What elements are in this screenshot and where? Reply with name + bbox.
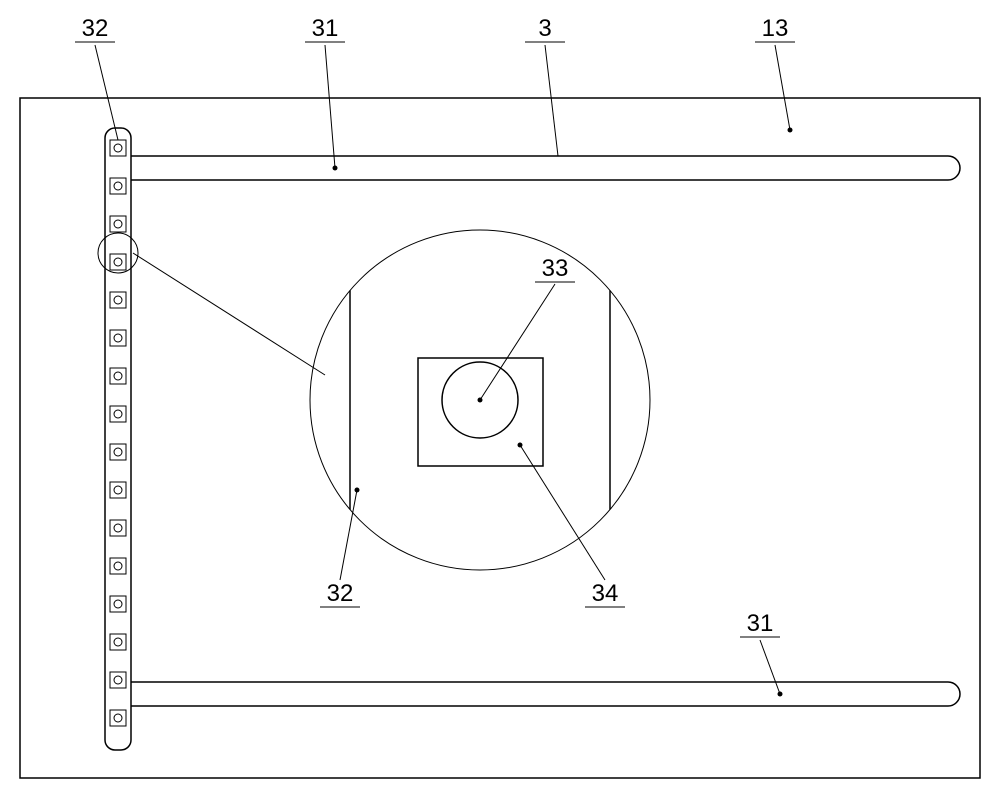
leader-dot (778, 692, 783, 697)
leader-dot (355, 488, 360, 493)
zoom-leader (133, 253, 325, 375)
label-text: 3 (538, 15, 551, 42)
label-text: 33 (542, 255, 569, 282)
leader-line (775, 45, 790, 130)
label-text: 34 (592, 580, 619, 607)
leader-line (760, 640, 780, 694)
leader-line (520, 445, 605, 580)
diagram-canvas: 32 31 3 13 33 32 34 31 (0, 0, 1000, 791)
leader-line (95, 45, 118, 140)
label-text: 13 (762, 15, 789, 42)
label-text: 32 (327, 580, 354, 607)
leader-dot (518, 443, 523, 448)
top-slot (115, 156, 960, 180)
leader-line (340, 490, 357, 580)
leader-dot (333, 166, 338, 171)
leader-dot (478, 398, 483, 403)
label-text: 31 (747, 610, 774, 637)
label-text: 31 (312, 15, 339, 42)
leader-line (545, 45, 558, 156)
leader-line (325, 45, 335, 168)
vertical-bar (105, 128, 131, 750)
bottom-slot (115, 682, 960, 706)
leader-dot (788, 128, 793, 133)
outer-frame (20, 98, 980, 778)
inner-rect (418, 358, 543, 466)
label-text: 32 (82, 15, 109, 42)
diagram-svg: 32 31 3 13 33 32 34 31 (0, 0, 1000, 791)
